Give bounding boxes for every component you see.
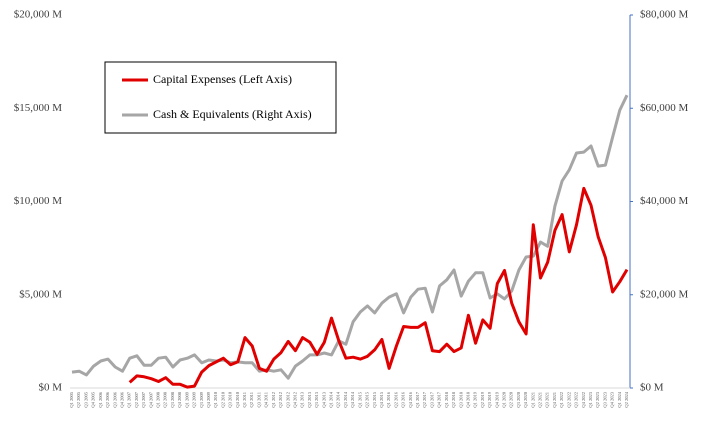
x-tick-label: Q1 2024 <box>617 391 622 407</box>
x-tick-label: Q2 2018 <box>451 391 456 407</box>
x-tick-label: Q2 2008 <box>163 391 168 407</box>
x-tick-label: Q2 2017 <box>422 391 427 407</box>
y2-tick-label: $20,000 M <box>640 288 689 300</box>
x-tick-label: Q4 2009 <box>206 391 211 407</box>
x-tick-label: Q1 2022 <box>559 392 564 408</box>
x-tick-label: Q2 2010 <box>220 391 225 407</box>
x-tick-label: Q3 2015 <box>372 391 377 407</box>
x-tick-label: Q3 2008 <box>170 391 175 407</box>
x-tick-label: Q3 2018 <box>458 391 463 407</box>
x-tick-label: Q3 2010 <box>228 391 233 407</box>
x-tick-label: Q1 2006 <box>98 391 103 407</box>
x-tick-label: Q2 2005 <box>76 391 81 407</box>
y-tick-label: $15,000 M <box>14 102 63 114</box>
x-tick-label: Q3 2011 <box>256 392 261 407</box>
x-tick-label: Q1 2012 <box>271 392 276 408</box>
x-tick-label: Q3 2016 <box>401 391 406 407</box>
x-tick-label: Q1 2019 <box>473 391 478 407</box>
x-tick-label: Q3 2021 <box>545 392 550 408</box>
x-tick-label: Q1 2008 <box>156 391 161 407</box>
x-tick-label: Q3 2019 <box>487 391 492 407</box>
y-tick-label: $5,000 M <box>19 288 62 300</box>
x-tick-label: Q4 2023 <box>610 391 615 407</box>
x-tick-label: Q4 2019 <box>494 391 499 407</box>
x-tick-label: Q3 2020 <box>516 391 521 407</box>
x-tick-label: Q4 2017 <box>437 391 442 407</box>
x-tick-label: Q3 2013 <box>314 391 319 407</box>
x-tick-label: Q3 2009 <box>199 391 204 407</box>
x-tick-label: Q1 2014 <box>329 391 334 407</box>
x-tick-label: Q2 2023 <box>595 391 600 407</box>
x-tick-label: Q4 2013 <box>321 391 326 407</box>
x-tick-label: Q3 2017 <box>429 391 434 407</box>
x-tick-label: Q2 2015 <box>365 391 370 407</box>
x-tick-label: Q3 2023 <box>602 391 607 407</box>
line-series <box>71 94 629 380</box>
x-tick-label: Q4 2018 <box>465 391 470 407</box>
x-tick-label: Q4 2022 <box>581 392 586 408</box>
x-tick-label: Q2 2013 <box>307 391 312 407</box>
x-tick-label: Q2 2011 <box>249 392 254 407</box>
y2-tick-label: $60,000 M <box>640 102 689 114</box>
x-tick-label: Q4 2011 <box>264 392 269 407</box>
x-tick-label: Q2 2014 <box>336 391 341 407</box>
x-tick-label: Q1 2023 <box>588 391 593 407</box>
y2-tick-label: $80,000 M <box>640 9 689 21</box>
x-tick-label: Q1 2013 <box>300 391 305 407</box>
x-tick-label: Q1 2005 <box>69 391 74 407</box>
x-tick-label: Q4 2006 <box>119 391 124 407</box>
x-tick-label: Q1 2021 <box>530 392 535 408</box>
legend-box <box>104 61 337 134</box>
y2-tick-label: $40,000 M <box>640 195 689 207</box>
y-tick-label: $10,000 M <box>14 195 63 207</box>
x-tick-label: Q2 2012 <box>278 392 283 408</box>
x-tick-label: Q3 2012 <box>285 392 290 408</box>
x-tick-label: Q1 2020 <box>501 391 506 407</box>
x-tick-label: Q4 2015 <box>379 391 384 407</box>
x-tick-label: Q1 2015 <box>357 391 362 407</box>
x-tick-label: Q4 2005 <box>91 391 96 407</box>
y-tick-label: $0 M <box>38 382 62 394</box>
x-tick-label: Q4 2020 <box>523 391 528 407</box>
line-series <box>128 186 629 389</box>
legend-label: Capital Expenses (Left Axis) <box>153 72 292 86</box>
x-tick-label: Q4 2014 <box>350 391 355 407</box>
x-tick-label: Q2 2019 <box>480 391 485 407</box>
x-tick-label: Q1 2018 <box>444 391 449 407</box>
x-tick-label: Q1 2017 <box>415 391 420 407</box>
x-tick-label: Q2 2009 <box>192 391 197 407</box>
x-tick-label: Q3 2006 <box>112 391 117 407</box>
x-tick-label: Q2 2024 <box>624 391 629 407</box>
x-tick-label: Q3 2022 <box>574 392 579 408</box>
x-tick-label: Q4 2008 <box>177 391 182 407</box>
x-tick-label: Q2 2020 <box>509 391 514 407</box>
x-tick-label: Q1 2007 <box>127 391 132 407</box>
x-tick-label: Q2 2022 <box>566 392 571 408</box>
x-tick-label: Q1 2009 <box>184 391 189 407</box>
y-tick-label: $20,000 M <box>14 9 63 21</box>
x-tick-label: Q1 2016 <box>386 391 391 407</box>
x-tick-label: Q2 2016 <box>393 391 398 407</box>
x-tick-label: Q3 2005 <box>83 391 88 407</box>
x-tick-label: Q3 2014 <box>343 391 348 407</box>
x-tick-label: Q2 2006 <box>105 391 110 407</box>
x-tick-label: Q4 2010 <box>235 391 240 407</box>
x-tick-label: Q1 2010 <box>213 391 218 407</box>
x-tick-label: Q2 2007 <box>134 391 139 407</box>
x-tick-label: Q4 2007 <box>148 391 153 407</box>
x-tick-label: Q1 2011 <box>242 392 247 407</box>
x-tick-label: Q4 2021 <box>552 392 557 408</box>
legend-label: Cash & Equivalents (Right Axis) <box>153 107 312 121</box>
x-tick-label: Q2 2021 <box>538 392 543 408</box>
x-tick-label: Q4 2012 <box>292 392 297 408</box>
y2-tick-label: $0 M <box>640 382 664 394</box>
x-tick-label: Q3 2007 <box>141 391 146 407</box>
x-tick-label: Q4 2016 <box>408 391 413 407</box>
